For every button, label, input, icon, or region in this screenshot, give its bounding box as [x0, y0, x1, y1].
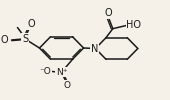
Text: ⁻O: ⁻O — [40, 67, 51, 76]
Text: O: O — [27, 19, 35, 29]
Text: O: O — [105, 8, 112, 18]
Text: O: O — [64, 81, 71, 90]
Text: O: O — [1, 35, 8, 45]
Text: HO: HO — [126, 20, 141, 30]
Text: N⁺: N⁺ — [56, 68, 67, 77]
Text: S: S — [22, 34, 28, 44]
Text: N: N — [91, 44, 98, 54]
